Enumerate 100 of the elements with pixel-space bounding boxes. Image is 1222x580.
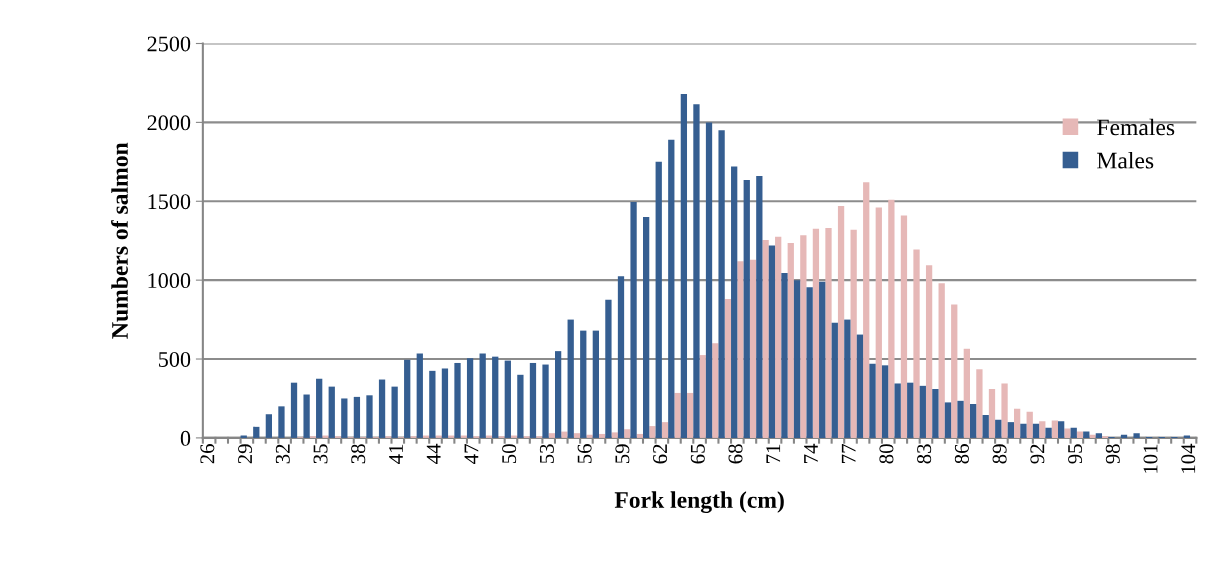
- bar: [636, 433, 643, 438]
- x-tick-label: 26: [200, 444, 215, 464]
- bar: [812, 228, 820, 438]
- bar: [988, 388, 996, 438]
- bar: [976, 369, 983, 438]
- x-tick-label: 104: [1181, 443, 1196, 473]
- x-tick-label: 83: [917, 444, 932, 464]
- bar: [290, 382, 298, 438]
- bar: [705, 122, 713, 438]
- bar: [982, 415, 989, 438]
- bar: [561, 431, 568, 438]
- bar: [573, 433, 581, 438]
- bar: [586, 434, 593, 438]
- bar: [969, 403, 977, 438]
- bar: [731, 166, 738, 438]
- bar: [598, 433, 606, 438]
- bar: [649, 426, 656, 438]
- bar: [1133, 433, 1140, 438]
- bar: [1089, 434, 1096, 438]
- bar: [1001, 383, 1008, 438]
- bar: [517, 374, 524, 438]
- bar: [800, 235, 807, 438]
- bar: [819, 281, 826, 438]
- bar: [793, 280, 801, 438]
- x-tick-label: 92: [1030, 444, 1045, 464]
- bar: [454, 362, 461, 438]
- bar: [913, 249, 920, 438]
- bar: [624, 429, 631, 438]
- bar: [1064, 428, 1071, 438]
- bar: [762, 239, 769, 438]
- bar: [404, 359, 411, 438]
- bar: [749, 259, 757, 438]
- bar: [844, 319, 851, 438]
- bar: [548, 433, 555, 438]
- x-tick-label: 80: [879, 444, 894, 464]
- bar: [925, 265, 933, 438]
- bar: [661, 422, 669, 438]
- bar: [655, 161, 662, 438]
- bar: [932, 388, 939, 438]
- bar: [831, 322, 838, 438]
- bar: [907, 382, 914, 438]
- bar: [825, 228, 832, 438]
- x-tick-label: 50: [502, 444, 517, 464]
- bar: [687, 392, 694, 438]
- legend-label: Males: [1097, 151, 1154, 169]
- bar: [630, 202, 637, 438]
- bar: [938, 283, 945, 438]
- bar: [668, 139, 675, 438]
- x-tick-label: 32: [275, 444, 290, 464]
- x-tick-label: 86: [954, 444, 969, 464]
- y-axis-title: Numbers of salmon: [111, 142, 128, 339]
- bar: [253, 426, 260, 438]
- bar: [1058, 421, 1065, 438]
- bar: [718, 130, 725, 438]
- x-tick-label: 98: [1105, 444, 1120, 464]
- bar: [693, 104, 700, 438]
- bar: [341, 398, 348, 438]
- bar: [378, 379, 386, 438]
- bar: [900, 215, 908, 438]
- bar: [303, 394, 310, 438]
- bar: [869, 363, 876, 438]
- bar: [529, 362, 537, 438]
- bar: [580, 330, 587, 438]
- bar: [1051, 420, 1058, 438]
- bar: [1083, 431, 1090, 438]
- x-tick-label: 38: [351, 444, 366, 464]
- bar: [1026, 411, 1033, 438]
- bar: [316, 378, 323, 438]
- bar: [1076, 431, 1084, 438]
- y-tick-label: 2000: [147, 115, 191, 131]
- bar: [466, 358, 474, 438]
- bar: [1120, 434, 1128, 438]
- x-tick-label: 29: [238, 444, 253, 464]
- bar: [542, 364, 549, 438]
- bar: [322, 435, 329, 438]
- bar: [951, 304, 958, 438]
- bar: [1020, 423, 1027, 438]
- x-tick-label: 47: [464, 444, 479, 464]
- x-tick-label: 101: [1143, 444, 1158, 473]
- bar: [894, 383, 901, 438]
- bar: [611, 432, 618, 438]
- bar: [875, 207, 882, 438]
- bar: [881, 365, 889, 438]
- bar: [328, 386, 335, 438]
- bar: [724, 299, 732, 438]
- bar: [995, 419, 1002, 438]
- bar: [888, 199, 895, 438]
- x-tick-label: 41: [389, 444, 403, 464]
- bar: [768, 245, 776, 438]
- x-tick-label: 44: [426, 443, 441, 464]
- bar: [674, 392, 681, 438]
- y-tick-label: 1000: [148, 273, 191, 289]
- x-tick-label: 89: [992, 444, 1007, 464]
- bar: [1013, 408, 1021, 438]
- bar: [366, 395, 373, 438]
- bar: [863, 182, 870, 438]
- bar: [944, 402, 952, 438]
- x-tick-label: 77: [841, 444, 856, 463]
- bar: [756, 176, 763, 438]
- bar: [850, 229, 857, 438]
